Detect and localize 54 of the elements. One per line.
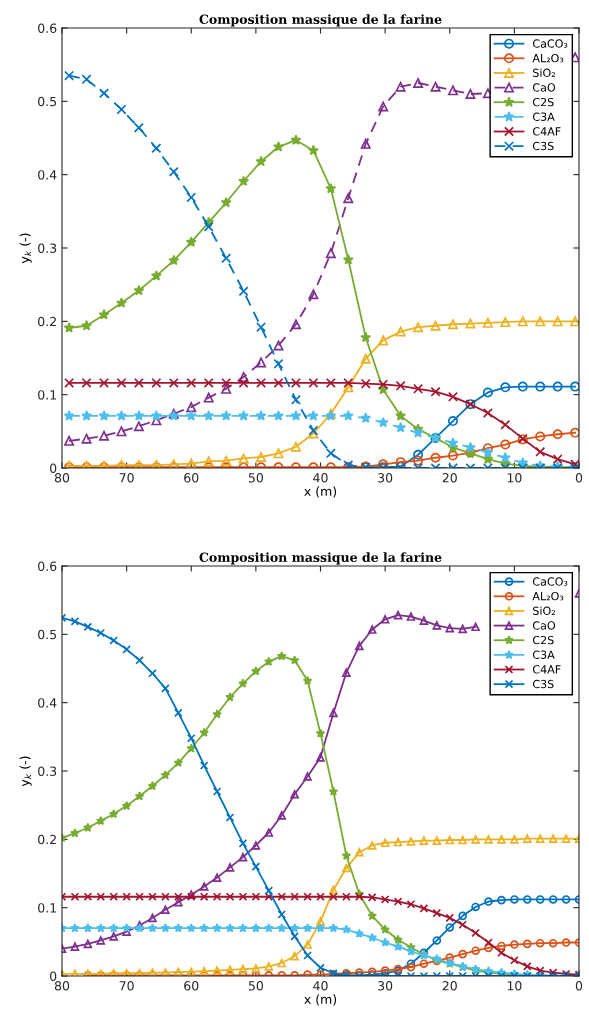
legend-label: CaCO₃ xyxy=(532,39,568,48)
x-tick-label: 50 xyxy=(248,473,263,483)
x-tick-label: 20 xyxy=(442,473,457,483)
y-tick-label: 0.5 xyxy=(38,629,57,640)
y-tick-label: 0.3 xyxy=(38,766,57,776)
y-tick-label: 0.4 xyxy=(38,698,57,708)
legend-label: C3S xyxy=(532,141,554,151)
x-tick-label: 30 xyxy=(378,473,393,483)
legend-label: AL₂O₃ xyxy=(532,53,564,63)
legend-label: C2S xyxy=(532,97,554,107)
legend-label: CaO xyxy=(532,621,556,630)
y-tick-label: 0.4 xyxy=(38,170,57,180)
x-tick-label: 80 xyxy=(54,981,70,991)
legend-label: AL₂O₃ xyxy=(532,591,564,601)
x-tick-label: 0 xyxy=(575,981,583,991)
x-axis-title: x (m) xyxy=(304,994,337,1006)
x-tick-label: 40 xyxy=(313,473,328,483)
y-tick-label: 0 xyxy=(50,463,57,473)
y-tick-label: 0.3 xyxy=(38,243,57,253)
y-tick-label: 0.1 xyxy=(38,390,56,400)
legend-label: SiO₂ xyxy=(533,606,555,615)
chart-title: Composition massique de la farine xyxy=(199,14,442,27)
legend-label: C2S xyxy=(532,635,554,645)
x-tick-label: 10 xyxy=(507,473,522,483)
x-tick-label: 10 xyxy=(507,981,522,991)
y-tick-label: 0.5 xyxy=(38,96,57,107)
y-tick-label: 0.2 xyxy=(38,834,56,845)
legend-label: C4AF xyxy=(532,665,561,674)
legend-label: SiO₂ xyxy=(533,68,555,77)
chart-title: Composition massique de la farine xyxy=(199,552,442,565)
y-tick-label: 0.2 xyxy=(38,316,56,327)
y-tick-label: 0.1 xyxy=(38,903,56,913)
y-axis-title: y$_{k}$ (-) xyxy=(19,233,32,264)
legend-label: C3A xyxy=(532,112,555,121)
x-tick-label: 0 xyxy=(575,473,583,483)
legend-label: CaCO₃ xyxy=(532,577,568,586)
x-tick-label: 60 xyxy=(184,473,199,483)
x-tick-label: 80 xyxy=(54,473,70,483)
y-tick-label: 0.6 xyxy=(38,23,57,33)
x-tick-label: 20 xyxy=(442,981,457,991)
x-tick-label: 40 xyxy=(313,981,328,991)
legend-label: C4AF xyxy=(532,127,561,136)
x-tick-label: 30 xyxy=(378,981,393,991)
y-axis-title: y$_{k}$ (-) xyxy=(19,756,32,787)
x-tick-label: 60 xyxy=(184,981,199,991)
legend-label: C3A xyxy=(532,650,555,659)
x-tick-label: 50 xyxy=(248,981,263,991)
y-tick-label: 0 xyxy=(50,971,57,981)
x-axis-title: x (m) xyxy=(304,486,337,498)
legend-label: C3S xyxy=(532,679,554,689)
legend-label: CaO xyxy=(532,83,556,92)
y-tick-label: 0.6 xyxy=(38,561,57,571)
x-tick-label: 70 xyxy=(119,473,134,483)
x-tick-label: 70 xyxy=(119,981,134,991)
